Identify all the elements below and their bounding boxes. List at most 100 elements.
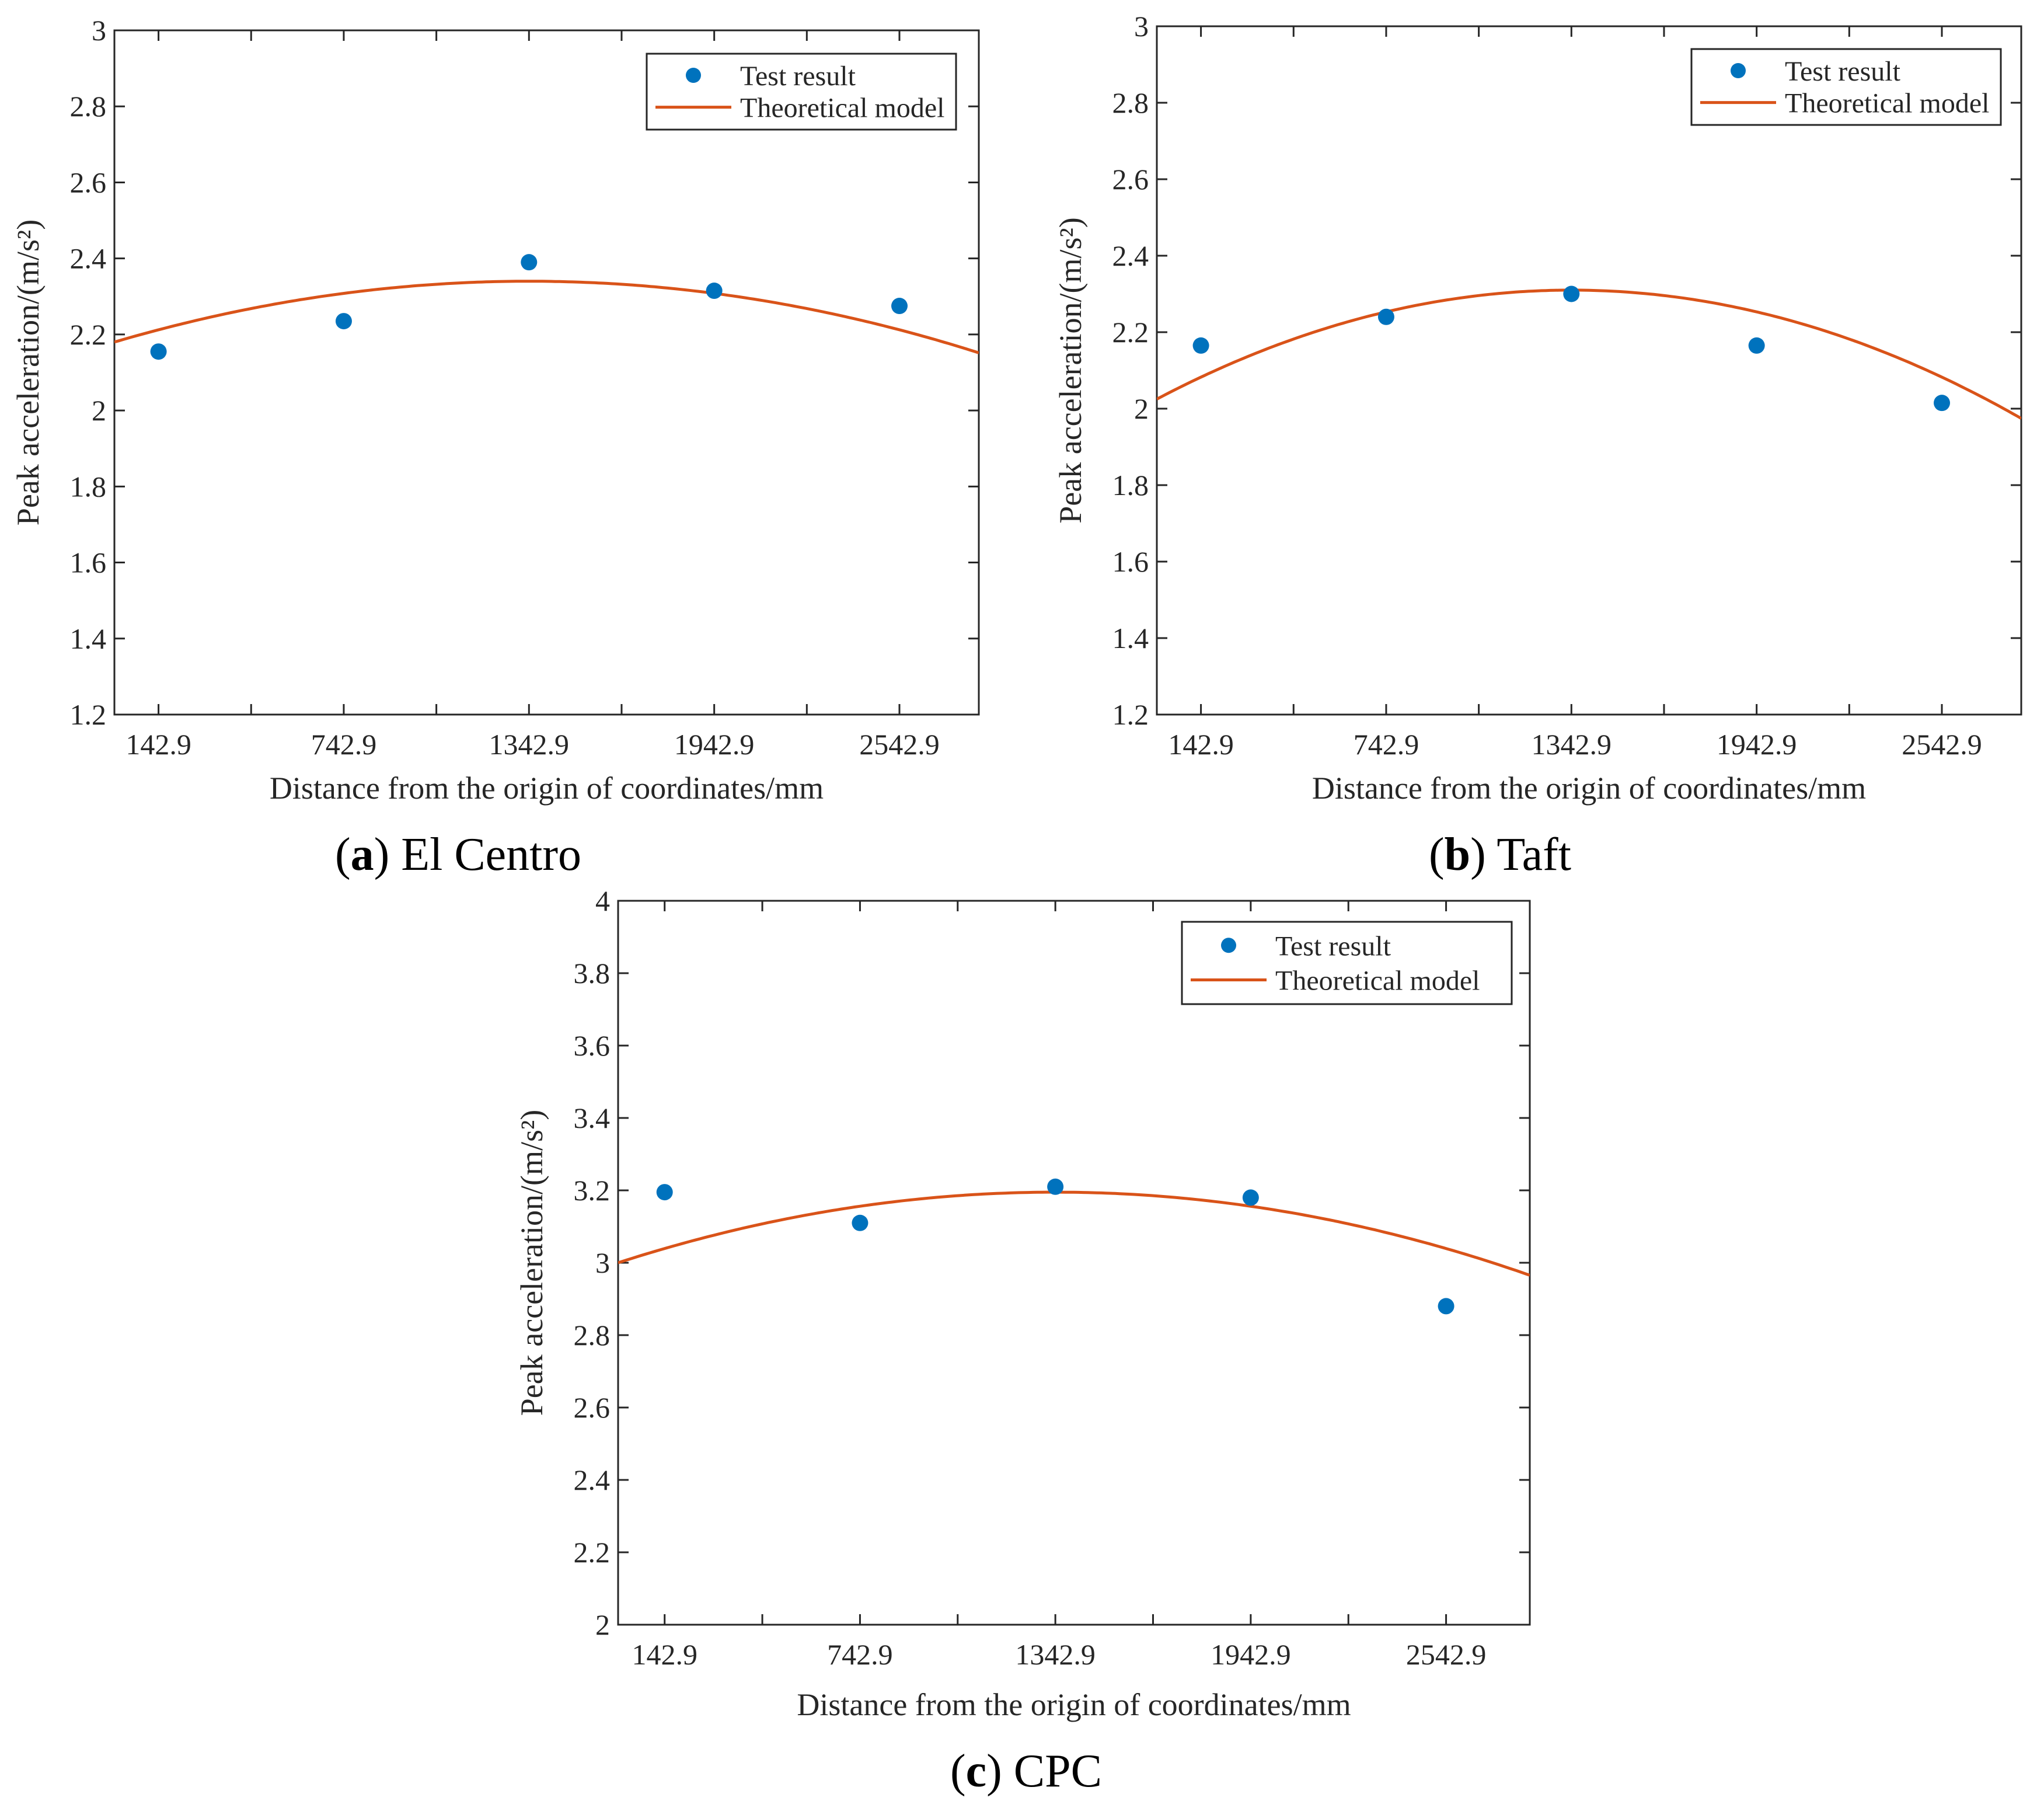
y-tick-label: 2.2 [70, 318, 107, 351]
y-tick-label: 3 [595, 1246, 610, 1279]
y-tick-label: 1.2 [1112, 698, 1149, 731]
x-tick-label: 142.9 [632, 1638, 697, 1671]
y-tick-label: 1.6 [1112, 545, 1149, 578]
y-tick-label: 2 [92, 394, 106, 427]
y-tick-label: 1.4 [1112, 622, 1149, 654]
legend-label-theoretical-model: Theoretical model [1785, 88, 1990, 119]
caption-title: El Centro [401, 829, 581, 880]
x-axis-title: Distance from the origin of coordinates/… [270, 771, 824, 806]
y-tick-label: 2.6 [574, 1391, 611, 1424]
x-tick-label: 142.9 [1168, 728, 1234, 761]
y-tick-label: 1.4 [70, 622, 107, 655]
y-tick-label: 2.8 [574, 1319, 611, 1351]
y-tick-label: 2.6 [70, 166, 107, 198]
x-tick-label: 1342.9 [1532, 728, 1612, 761]
test-result-point [1934, 395, 1951, 412]
y-tick-label: 1.6 [70, 546, 107, 579]
legend-box [646, 53, 957, 131]
y-tick-label: 1.8 [1112, 469, 1149, 501]
y-tick-label: 2.4 [574, 1464, 611, 1496]
x-tick-label: 142.9 [125, 728, 191, 761]
legend-label-test-result: Test result [740, 61, 856, 92]
plot-area-frame [113, 29, 980, 716]
chart-b: 1.2 1.4 1.6 1.8 2 2.2 2.4 2.6 2.8 3 142.9 742.9 1342… [1053, 10, 2022, 880]
y-tick-label: 2.6 [1112, 163, 1149, 196]
y-tick-label: 3.8 [574, 957, 611, 990]
y-tick-label: 4 [595, 884, 610, 917]
y-tick-label: 2.2 [574, 1536, 611, 1569]
test-result-point [1563, 285, 1580, 302]
legend-box [1690, 48, 2002, 126]
y-tick-label: 3 [1134, 10, 1149, 43]
x-tick-label: 742.9 [311, 728, 377, 761]
y-axis-title: Peak acceleration/(m/s²) [514, 1110, 549, 1416]
y-tick-label: 2.8 [70, 90, 107, 123]
y-tick-label: 1.8 [70, 470, 107, 503]
caption-letter: a [351, 829, 374, 880]
x-tick-label: 1942.9 [1717, 728, 1797, 761]
caption-title: CPC [1014, 1746, 1102, 1797]
legend-label-theoretical-model: Theoretical model [740, 93, 945, 124]
theoretical-model-curve [618, 1190, 1530, 1277]
test-result-point [891, 298, 908, 315]
x-axis-title: Distance from the origin of coordinates/… [797, 1687, 1351, 1722]
test-result-point [706, 283, 723, 299]
chart-c: 2 2.2 2.4 2.6 2.8 3 3.2 3.4 3.6 3.8 4 142.9 742.9 134… [514, 884, 1531, 1797]
y-tick-label: 2.2 [1112, 316, 1149, 349]
y-axis-title: Peak acceleration/(m/s²) [11, 220, 46, 525]
test-result-point [656, 1184, 673, 1201]
y-axis-title: Peak acceleration/(m/s²) [1053, 217, 1088, 523]
test-result-point [1047, 1178, 1064, 1195]
subfigure-caption: (b) Taft [1429, 829, 1571, 880]
test-result-point [1377, 308, 1394, 325]
test-result-point [335, 313, 352, 330]
legend-label-theoretical-model: Theoretical model [1275, 966, 1480, 997]
caption-paren-close: ) [986, 1746, 1014, 1797]
legend-label-test-result: Test result [1275, 931, 1391, 962]
caption-paren-open: ( [335, 829, 351, 880]
x-tick-label: 1942.9 [674, 728, 755, 761]
test-result-point [1192, 337, 1209, 354]
test-result-point [852, 1214, 868, 1231]
y-tick-label: 2.8 [1112, 86, 1149, 119]
y-tick-label: 2.4 [1112, 239, 1149, 272]
y-tick-label: 2.4 [70, 242, 107, 275]
y-tick-label: 3.6 [574, 1029, 611, 1062]
test-result-point [1242, 1189, 1259, 1206]
test-result-point [1438, 1298, 1454, 1315]
legend-label-test-result: Test result [1785, 56, 1901, 87]
theoretical-model-curve [114, 280, 979, 354]
x-tick-label: 2542.9 [1406, 1638, 1487, 1671]
subfigure-caption: (c) CPC [950, 1746, 1102, 1797]
plot-area-frame [1156, 25, 2022, 716]
legend-box [1181, 921, 1513, 1005]
legend: Test result Theoretical model [1181, 921, 1513, 1005]
caption-paren-close: ) [374, 829, 402, 880]
plot-area-frame [617, 900, 1531, 1626]
y-tick-label: 3.2 [574, 1174, 611, 1207]
y-tick-label: 2 [595, 1608, 610, 1641]
test-result-point [521, 254, 538, 271]
test-result-point [150, 343, 167, 360]
caption-letter: c [966, 1746, 987, 1797]
x-axis-title: Distance from the origin of coordinates/… [1312, 771, 1866, 806]
x-tick-label: 2542.9 [859, 728, 940, 761]
y-tick-label: 2 [1134, 392, 1149, 425]
caption-paren-open: ( [950, 1746, 966, 1797]
caption-paren-open: ( [1429, 829, 1445, 880]
x-tick-label: 2542.9 [1902, 728, 1982, 761]
theoretical-model-curve [1157, 288, 2021, 420]
chart-a: 1.2 1.4 1.6 1.8 2 2.2 2.4 2.6 2.8 3 142.9 742.9 1342… [11, 14, 980, 880]
y-tick-label: 1.2 [70, 698, 107, 731]
subfigure-caption: (a) El Centro [335, 829, 581, 880]
x-tick-label: 742.9 [827, 1638, 893, 1671]
x-tick-label: 1342.9 [1015, 1638, 1096, 1671]
legend-marker-test-result [1221, 938, 1236, 953]
caption-letter: b [1445, 829, 1471, 880]
x-tick-label: 1342.9 [489, 728, 570, 761]
test-result-point [1748, 337, 1765, 354]
x-tick-label: 1942.9 [1211, 1638, 1291, 1671]
y-tick-label: 3.4 [574, 1102, 611, 1134]
